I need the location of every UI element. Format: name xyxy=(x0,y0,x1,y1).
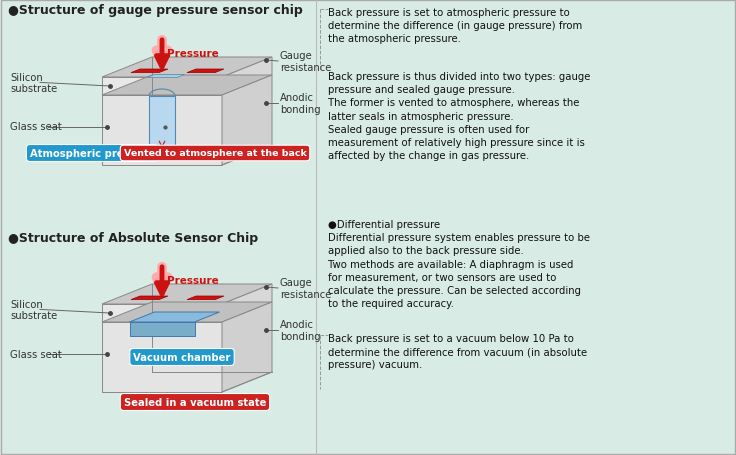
Polygon shape xyxy=(102,304,222,322)
Polygon shape xyxy=(102,96,222,166)
Text: ●Structure of Absolute Sensor Chip: ●Structure of Absolute Sensor Chip xyxy=(8,232,258,244)
Text: Pressure: Pressure xyxy=(167,49,219,59)
Text: Silicon
substrate: Silicon substrate xyxy=(10,299,57,320)
Polygon shape xyxy=(102,58,272,78)
Text: Glass seat: Glass seat xyxy=(10,349,62,359)
Polygon shape xyxy=(147,76,185,78)
Text: Vacuum chamber: Vacuum chamber xyxy=(133,352,230,362)
Polygon shape xyxy=(187,70,224,73)
Polygon shape xyxy=(222,284,272,322)
Polygon shape xyxy=(102,78,222,96)
Polygon shape xyxy=(222,302,272,392)
Text: Vented to atmosphere at the back: Vented to atmosphere at the back xyxy=(124,149,306,158)
Polygon shape xyxy=(187,296,224,300)
Polygon shape xyxy=(130,312,219,322)
Polygon shape xyxy=(222,76,272,166)
Text: ●Differential pressure
Differential pressure system enables pressure to be
appli: ●Differential pressure Differential pres… xyxy=(328,219,590,308)
Text: Glass seat: Glass seat xyxy=(10,122,62,132)
Text: Sealed in a vacuum state: Sealed in a vacuum state xyxy=(124,397,266,407)
Bar xyxy=(149,97,175,157)
Polygon shape xyxy=(102,76,272,96)
Polygon shape xyxy=(102,284,272,304)
Text: Gauge
resistance: Gauge resistance xyxy=(280,278,331,299)
Polygon shape xyxy=(222,58,272,96)
Text: Silicon
substrate: Silicon substrate xyxy=(10,72,57,94)
Text: Back pressure is set to a vacuum below 10 Pa to
determine the difference from va: Back pressure is set to a vacuum below 1… xyxy=(328,333,587,369)
Polygon shape xyxy=(131,296,168,300)
Polygon shape xyxy=(102,302,272,322)
Text: Atmospheric pressure: Atmospheric pressure xyxy=(30,149,154,159)
Text: Anodic
bonding: Anodic bonding xyxy=(280,319,321,341)
Text: ●Structure of gauge pressure sensor chip: ●Structure of gauge pressure sensor chip xyxy=(8,4,302,17)
Polygon shape xyxy=(131,70,168,73)
Text: Pressure: Pressure xyxy=(167,275,219,285)
Polygon shape xyxy=(130,322,194,336)
Text: Anodic
bonding: Anodic bonding xyxy=(280,93,321,115)
Text: Back pressure is set to atmospheric pressure to
determine the difference (in gau: Back pressure is set to atmospheric pres… xyxy=(328,8,582,44)
Text: Gauge
resistance: Gauge resistance xyxy=(280,51,331,73)
Polygon shape xyxy=(102,322,222,392)
Text: Back pressure is thus divided into two types: gauge
pressure and sealed gauge pr: Back pressure is thus divided into two t… xyxy=(328,72,590,161)
